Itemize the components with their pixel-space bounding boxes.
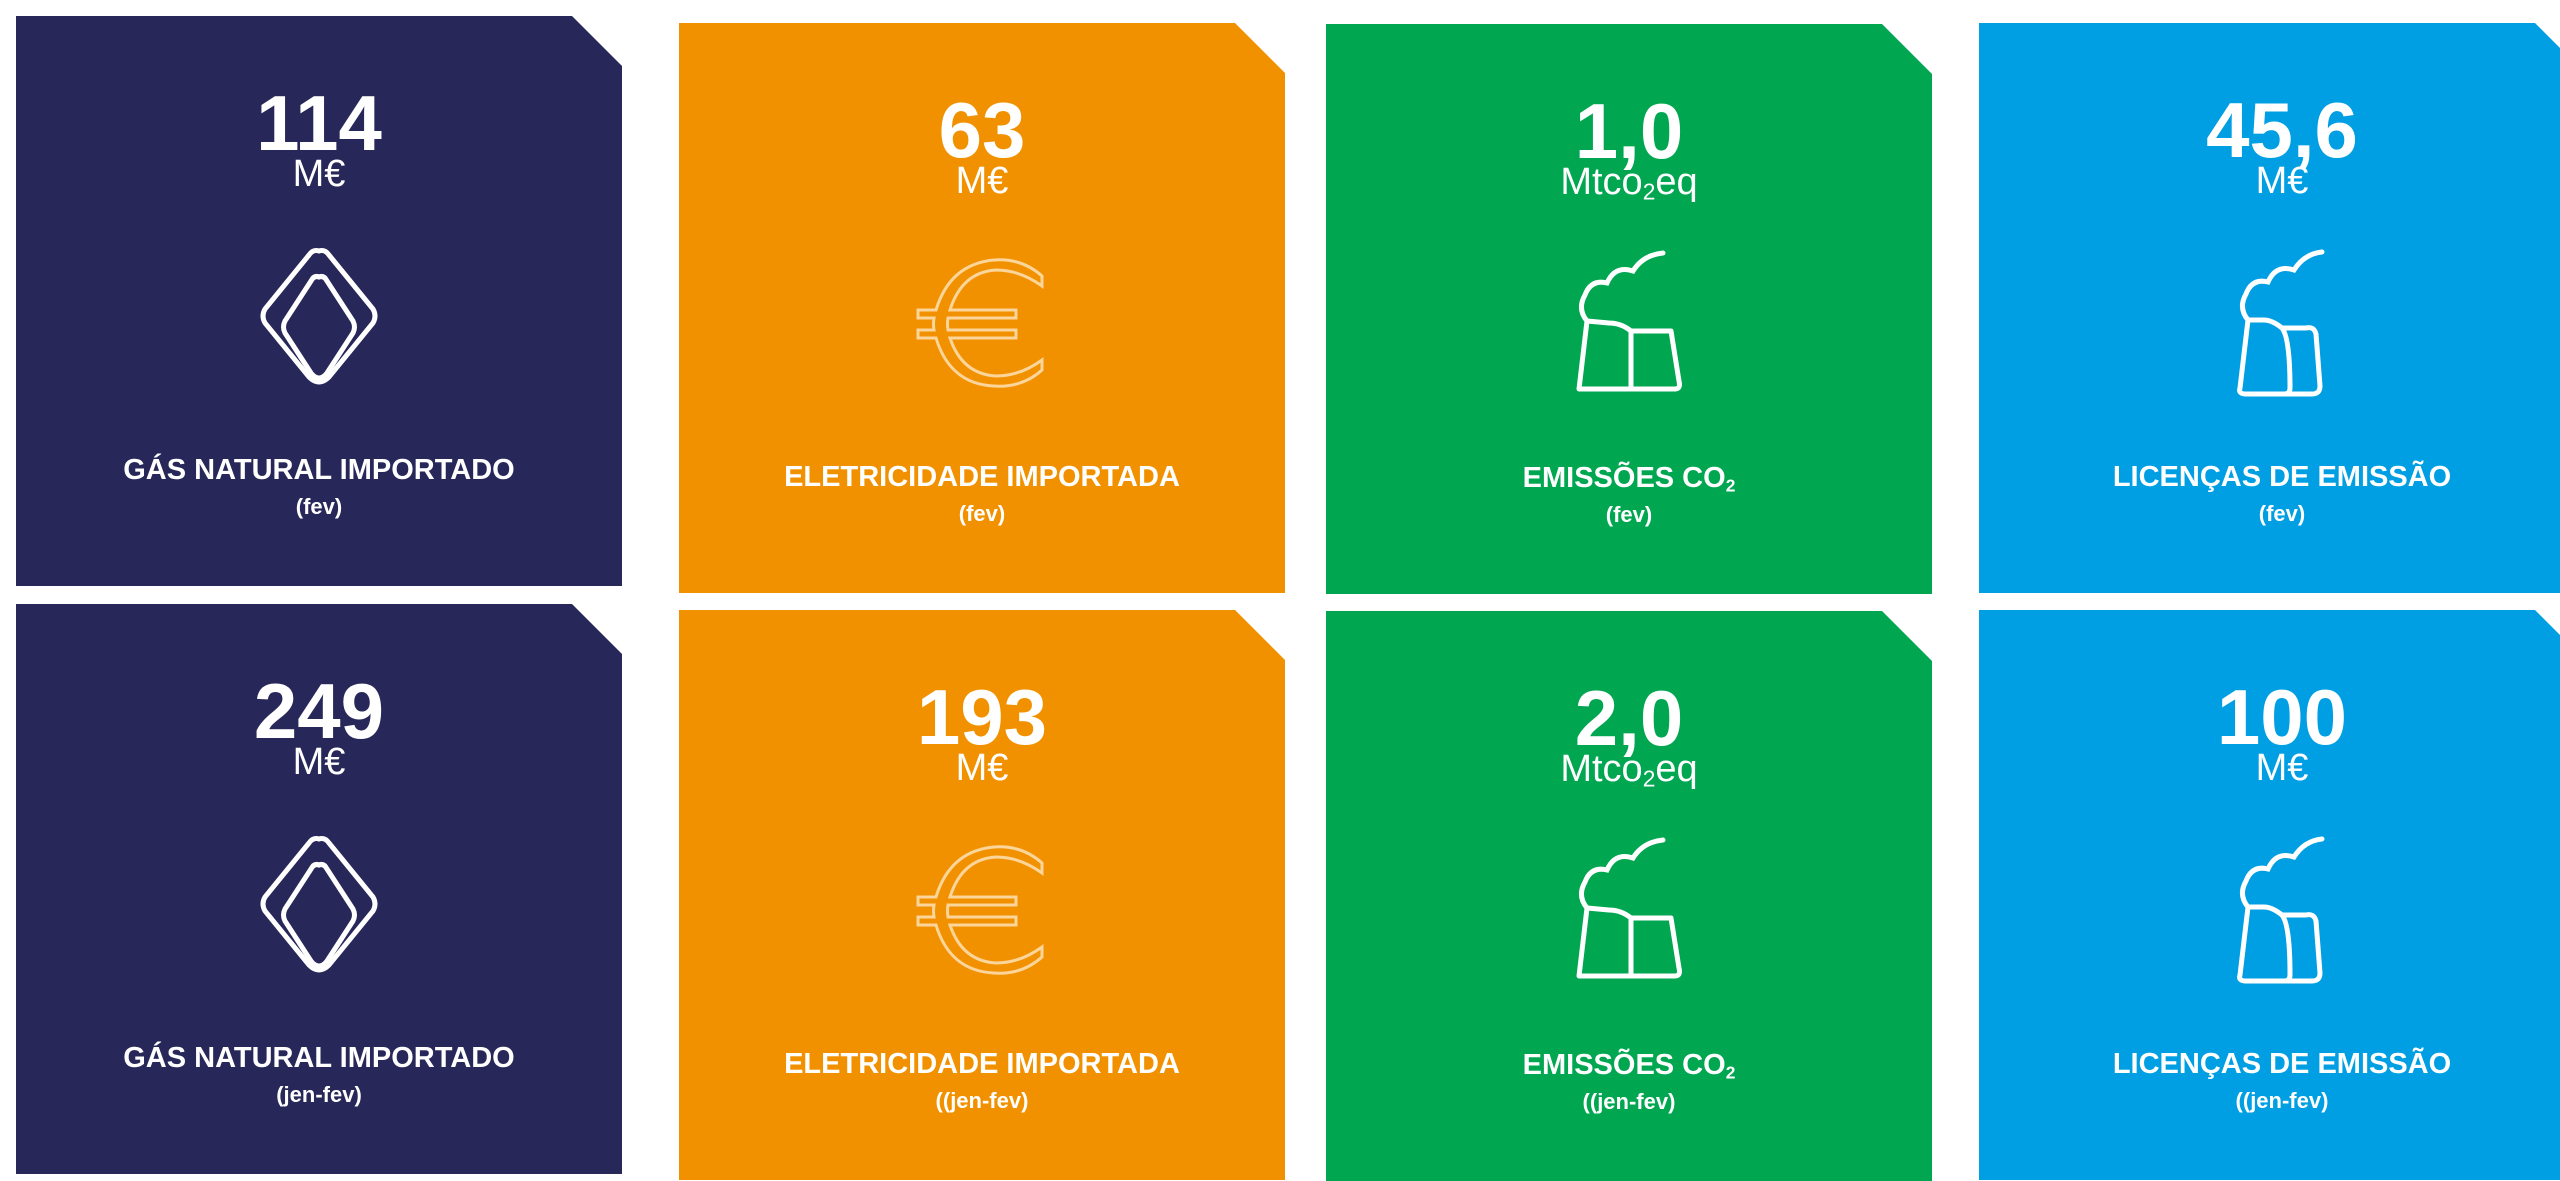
- kpi-period: (fev): [679, 501, 1285, 527]
- unit-text-tail: eq: [1655, 161, 1698, 203]
- unit-text: M€: [292, 153, 346, 195]
- kpi-unit: M€: [679, 161, 1285, 203]
- kpi-label: ELETRICIDADE IMPORTADA: [679, 1048, 1285, 1081]
- kpi-icon: [912, 835, 1052, 985]
- kpi-period: (jen-fev): [16, 1082, 622, 1108]
- kpi-icon: [1559, 249, 1699, 399]
- period-text: (fev): [295, 494, 343, 519]
- kpi-period: ((jen-fev): [1326, 1089, 1932, 1115]
- label-text: LICENÇAS DE EMISSÃO: [2112, 461, 2452, 493]
- kpi-unit: M€: [1979, 161, 2560, 203]
- kpi-label: EMISSÕES CO2: [1326, 1049, 1932, 1082]
- kpi-card: 45,6 M€ LICENÇAS DE EMISSÃO (fev): [1979, 23, 2560, 593]
- unit-text-main: Mtco: [1560, 161, 1643, 203]
- label-text: ELETRICIDADE IMPORTADA: [784, 1048, 1180, 1080]
- period-text: (jen-fev): [276, 1082, 362, 1107]
- kpi-card: 100 M€ LICENÇAS DE EMISSÃO ((jen-fev): [1979, 610, 2560, 1180]
- kpi-period: ((jen-fev): [1979, 1088, 2560, 1114]
- kpi-icon: [1559, 836, 1699, 986]
- period-text: ((jen-fev): [2235, 1088, 2329, 1113]
- kpi-value: 193: [679, 678, 1285, 756]
- kpi-label: GÁS NATURAL IMPORTADO: [16, 454, 622, 487]
- unit-text-main: Mtco: [1560, 748, 1643, 790]
- label-text-sub: 2: [1725, 475, 1736, 496]
- unit-text: M€: [2255, 160, 2309, 202]
- value-text: 2,0: [1574, 674, 1684, 762]
- kpi-label: EMISSÕES CO2: [1326, 462, 1932, 495]
- kpi-card: 249 M€ GÁS NATURAL IMPORTADO (jen-fev): [16, 604, 622, 1174]
- kpi-value: 1,0: [1326, 92, 1932, 170]
- kpi-unit: Mtco2eq: [1326, 162, 1932, 204]
- kpi-icon: [912, 248, 1052, 398]
- value-text: 45,6: [2206, 86, 2358, 174]
- kpi-period: (fev): [1326, 502, 1932, 528]
- kpi-unit: M€: [16, 154, 622, 196]
- value-text: 100: [2216, 673, 2348, 761]
- unit-text: M€: [2255, 747, 2309, 789]
- unit-text: M€: [955, 160, 1009, 202]
- period-text: (fev): [2258, 501, 2306, 526]
- kpi-unit: Mtco2eq: [1326, 749, 1932, 791]
- kpi-card: 63 M€ ELETRICIDADE IMPORTADA (fev): [679, 23, 1285, 593]
- kpi-icon: [2212, 835, 2352, 985]
- kpi-label: ELETRICIDADE IMPORTADA: [679, 461, 1285, 494]
- kpi-card: 1,0 Mtco2eq EMISSÕES CO2 (fev): [1326, 24, 1932, 594]
- kpi-period: ((jen-fev): [679, 1088, 1285, 1114]
- label-text-main: EMISSÕES CO: [1522, 462, 1726, 494]
- period-text: (fev): [1605, 502, 1653, 527]
- kpi-card: 193 M€ ELETRICIDADE IMPORTADA ((jen-fev): [679, 610, 1285, 1180]
- value-text: 63: [938, 86, 1026, 174]
- kpi-unit: M€: [16, 742, 622, 784]
- kpi-period: (fev): [1979, 501, 2560, 527]
- unit-text-sub: 2: [1642, 765, 1656, 792]
- value-text: 249: [253, 667, 385, 755]
- kpi-card: 114 M€ GÁS NATURAL IMPORTADO (fev): [16, 16, 622, 586]
- unit-text: M€: [292, 741, 346, 783]
- value-text: 114: [256, 79, 382, 167]
- kpi-value: 100: [1979, 678, 2560, 756]
- unit-text-sub: 2: [1642, 178, 1656, 205]
- period-text: (fev): [958, 501, 1006, 526]
- unit-text: M€: [955, 747, 1009, 789]
- label-text: GÁS NATURAL IMPORTADO: [123, 1042, 515, 1074]
- kpi-value: 249: [16, 672, 622, 750]
- kpi-value: 2,0: [1326, 679, 1932, 757]
- label-text: GÁS NATURAL IMPORTADO: [123, 454, 515, 486]
- kpi-unit: M€: [1979, 748, 2560, 790]
- kpi-icon: [249, 241, 389, 391]
- kpi-icon: [249, 829, 389, 979]
- kpi-label: GÁS NATURAL IMPORTADO: [16, 1042, 622, 1075]
- period-text: ((jen-fev): [1582, 1089, 1676, 1114]
- period-text: ((jen-fev): [935, 1088, 1029, 1113]
- kpi-label: LICENÇAS DE EMISSÃO: [1979, 461, 2560, 494]
- value-text: 1,0: [1574, 87, 1684, 175]
- kpi-value: 63: [679, 91, 1285, 169]
- kpi-period: (fev): [16, 494, 622, 520]
- unit-text-tail: eq: [1655, 748, 1698, 790]
- label-text-sub: 2: [1725, 1062, 1736, 1083]
- label-text: ELETRICIDADE IMPORTADA: [784, 461, 1180, 493]
- kpi-value: 45,6: [1979, 91, 2560, 169]
- label-text: LICENÇAS DE EMISSÃO: [2112, 1048, 2452, 1080]
- kpi-unit: M€: [679, 748, 1285, 790]
- kpi-label: LICENÇAS DE EMISSÃO: [1979, 1048, 2560, 1081]
- value-text: 193: [916, 673, 1048, 761]
- label-text-main: EMISSÕES CO: [1522, 1049, 1726, 1081]
- kpi-icon: [2212, 248, 2352, 398]
- kpi-value: 114: [16, 84, 622, 162]
- kpi-card: 2,0 Mtco2eq EMISSÕES CO2 ((jen-fev): [1326, 611, 1932, 1181]
